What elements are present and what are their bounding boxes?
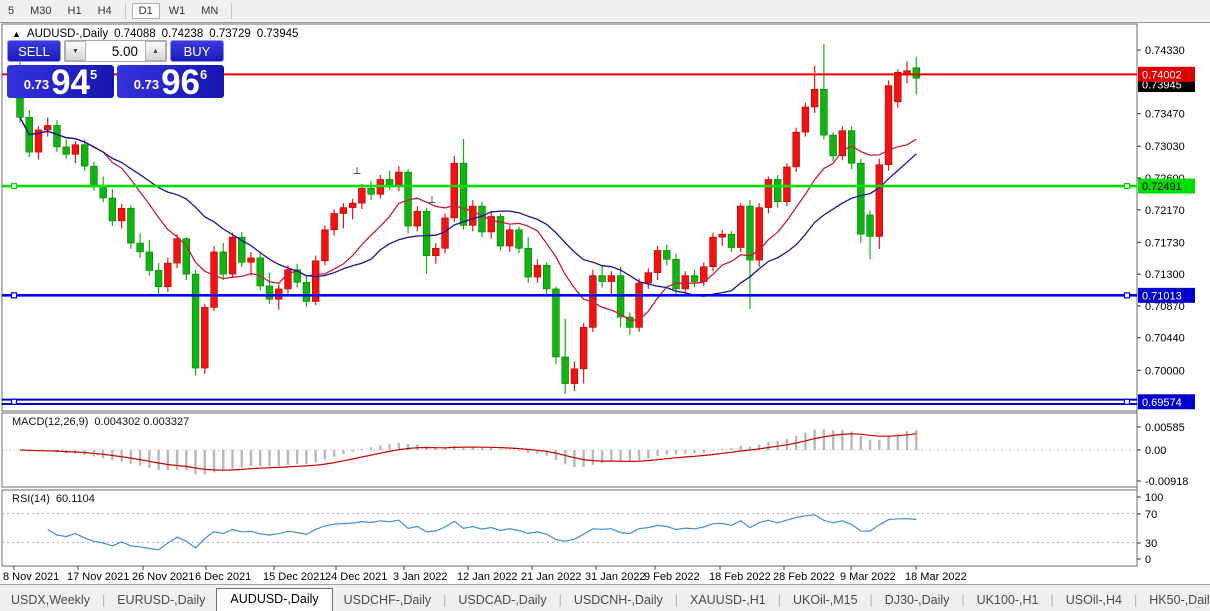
svg-text:0.74002: 0.74002 — [1142, 69, 1182, 81]
svg-text:24 Dec 2021: 24 Dec 2021 — [325, 571, 387, 583]
svg-text:6 Dec 2021: 6 Dec 2021 — [195, 571, 251, 583]
tab-separator: | — [1050, 593, 1054, 607]
svg-text:0.72170: 0.72170 — [1145, 205, 1185, 217]
sell-price-pip: 5 — [90, 67, 98, 82]
tab-usdcnh-daily[interactable]: USDCNH-,Daily — [573, 593, 663, 607]
timeframe-h4[interactable]: H4 — [97, 5, 112, 17]
rsi-label: RSI(14) — [12, 493, 50, 505]
svg-text:0.71730: 0.71730 — [1145, 237, 1185, 249]
buy-price-box[interactable]: 0.73 96 6 — [117, 63, 224, 102]
buy-price-pip: 6 — [200, 67, 208, 82]
buy-button[interactable]: BUY — [170, 40, 224, 62]
toolbar-separator — [124, 3, 126, 19]
timeframe-m30[interactable]: M30 — [30, 5, 52, 17]
svg-text:0.73945: 0.73945 — [1142, 80, 1182, 92]
svg-text:0.71300: 0.71300 — [1145, 269, 1185, 281]
toolbar-separator — [231, 3, 233, 19]
svg-text:21 Jan 2022: 21 Jan 2022 — [521, 571, 582, 583]
tab-dj30-daily[interactable]: DJ30-,Daily — [884, 593, 950, 607]
rsi-indicator-title: RSI(14) 60.1104 — [12, 493, 95, 505]
svg-text:0.71013: 0.71013 — [1142, 290, 1182, 302]
macd-label: MACD(12,26,9) — [12, 416, 89, 428]
chart-symbol-label: AUDUSD-,Daily — [26, 28, 109, 40]
tab-uk100-h1[interactable]: UK100-,H1 — [976, 593, 1039, 607]
svg-text:0.70870: 0.70870 — [1145, 301, 1185, 313]
tab-usoil-h4[interactable]: USOil-,H4 — [1065, 593, 1123, 607]
tab-usdx-weekly[interactable]: USDX,Weekly — [11, 593, 90, 607]
timeframe-toolbar: 5 M30 H1 H4 D1 W1 MN — [0, 0, 1210, 23]
timeframe-5[interactable]: 5 — [8, 5, 15, 17]
volume-decrease-icon[interactable]: ▼ — [65, 41, 86, 61]
macd-values: 0.004302 0.003327 — [94, 416, 190, 428]
buy-price-prefix: 0.73 — [133, 77, 160, 92]
chart-symbol-icon: ▲ — [12, 29, 21, 39]
svg-text:18 Mar 2022: 18 Mar 2022 — [905, 571, 967, 583]
svg-text:⊥: ⊥ — [428, 195, 437, 206]
rsi-value: 60.1104 — [55, 493, 95, 505]
svg-text:0.69574: 0.69574 — [1142, 397, 1182, 409]
tab-separator: | — [1134, 593, 1138, 607]
svg-text:12 Jan 2022: 12 Jan 2022 — [457, 571, 518, 583]
svg-text:17 Nov 2021: 17 Nov 2021 — [67, 571, 129, 583]
timeframe-d1[interactable]: D1 — [131, 3, 160, 19]
svg-text:0.00585: 0.00585 — [1145, 422, 1185, 434]
one-click-trading-widget: SELL ▼ 5.00 ▲ BUY 0.73 94 5 0.73 96 6 — [7, 40, 224, 102]
ohlc-close: 0.73945 — [256, 28, 299, 40]
tab-separator: | — [777, 593, 781, 607]
chart-tab-bar: USDX,Weekly | EURUSD-,Daily AUDUSD-,Daily US… — [0, 584, 1210, 611]
svg-text:28 Feb 2022: 28 Feb 2022 — [773, 571, 835, 583]
tab-separator: | — [558, 593, 562, 607]
buy-price-big: 96 — [161, 63, 200, 102]
tab-separator: | — [674, 593, 678, 607]
tab-xauusd-h1[interactable]: XAUUSD-,H1 — [689, 593, 766, 607]
tab-usdcad-daily[interactable]: USDCAD-,Daily — [458, 593, 547, 607]
svg-text:0: 0 — [1145, 554, 1151, 566]
svg-text:31 Jan 2022: 31 Jan 2022 — [585, 571, 646, 583]
svg-text:0.00: 0.00 — [1145, 445, 1166, 457]
volume-input[interactable]: 5.00 — [86, 41, 145, 61]
sell-button[interactable]: SELL — [7, 40, 61, 62]
chart-title: ▲ AUDUSD-,Daily 0.74088 0.74238 0.73729 … — [12, 28, 298, 40]
svg-text:100: 100 — [1145, 492, 1163, 504]
svg-text:18 Feb 2022: 18 Feb 2022 — [709, 571, 771, 583]
svg-text:0.72491: 0.72491 — [1142, 181, 1182, 193]
svg-text:-0.00918: -0.00918 — [1145, 476, 1188, 488]
svg-text:0.70440: 0.70440 — [1145, 333, 1185, 345]
timeframe-h1[interactable]: H1 — [67, 5, 82, 17]
tab-separator: | — [101, 593, 106, 607]
svg-text:30: 30 — [1145, 538, 1157, 550]
tab-usdchf-daily[interactable]: USDCHF-,Daily — [343, 593, 432, 607]
svg-text:15 Dec 2021: 15 Dec 2021 — [263, 571, 325, 583]
ohlc-open: 0.74088 — [114, 28, 156, 40]
svg-text:8 Nov 2021: 8 Nov 2021 — [3, 571, 59, 583]
svg-text:0.70000: 0.70000 — [1145, 365, 1185, 377]
svg-text:9 Mar 2022: 9 Mar 2022 — [840, 571, 896, 583]
tab-separator: | — [961, 593, 965, 607]
volume-stepper: ▼ 5.00 ▲ — [64, 40, 167, 62]
volume-increase-icon[interactable]: ▲ — [145, 41, 166, 61]
sell-price-big: 94 — [51, 63, 90, 102]
ohlc-low: 0.73729 — [209, 28, 251, 40]
timeframe-mn[interactable]: MN — [201, 5, 219, 17]
tab-hk50-daily[interactable]: HK50-,Daily — [1149, 593, 1210, 607]
svg-text:9 Feb 2022: 9 Feb 2022 — [644, 571, 700, 583]
tab-separator: | — [869, 593, 873, 607]
timeframe-w1[interactable]: W1 — [168, 5, 186, 17]
tab-ukoil-m15[interactable]: UKOil-,M15 — [792, 593, 858, 607]
ohlc-high: 0.74238 — [161, 28, 204, 40]
svg-text:0.74330: 0.74330 — [1145, 45, 1185, 57]
svg-text:3 Jan 2022: 3 Jan 2022 — [393, 571, 447, 583]
sell-price-prefix: 0.73 — [23, 77, 50, 92]
svg-text:⊥: ⊥ — [353, 166, 362, 177]
svg-text:26 Nov 2021: 26 Nov 2021 — [132, 571, 194, 583]
sell-price-box[interactable]: 0.73 94 5 — [7, 63, 114, 102]
macd-indicator-title: MACD(12,26,9) 0.004302 0.003327 — [12, 416, 189, 428]
tab-separator: | — [443, 593, 447, 607]
tab-eurusd-daily[interactable]: EURUSD-,Daily — [117, 593, 206, 607]
svg-text:70: 70 — [1145, 509, 1157, 521]
svg-text:0.73030: 0.73030 — [1145, 141, 1185, 153]
svg-text:0.73470: 0.73470 — [1145, 109, 1185, 121]
tab-audusd-daily[interactable]: AUDUSD-,Daily — [216, 588, 333, 611]
